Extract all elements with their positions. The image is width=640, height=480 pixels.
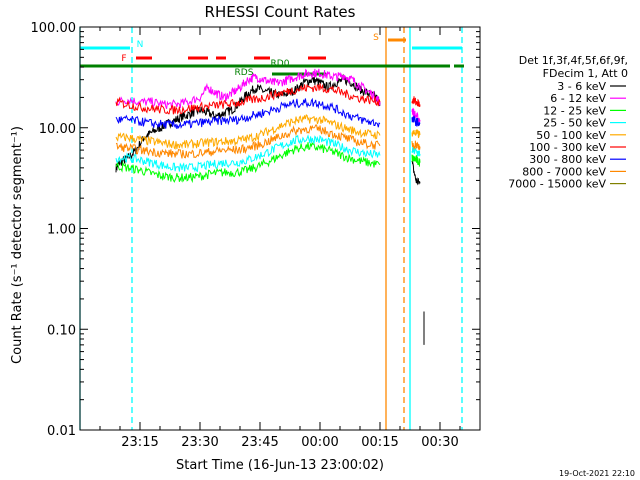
x-tick-label-4: 00:15 bbox=[361, 435, 398, 450]
x-tick-label-5: 00:30 bbox=[421, 435, 458, 450]
y-tick-label-4: 100.00 bbox=[31, 21, 77, 36]
flag-label-s: S bbox=[373, 33, 379, 43]
legend-entry-8: 7000 - 15000 keV bbox=[508, 178, 606, 191]
legend-entry-1: 6 - 12 keV bbox=[550, 92, 606, 105]
legend-entry-0: 3 - 6 keV bbox=[557, 80, 606, 93]
series-12-25-kev-line bbox=[115, 142, 381, 184]
axes: 0.01 0.10 1.00 10.00 100.00 23:15 23:30 23:45 00… bbox=[31, 21, 481, 450]
x-tick-label-0: 23:15 bbox=[121, 435, 158, 450]
legend-header-line-0: Det 1f,3f,4f,5f,6f,9f, bbox=[519, 54, 628, 67]
series-25-50-kev-line-after-gap bbox=[411, 146, 421, 158]
x-axis-label: Start Time (16-Jun-13 23:00:02) bbox=[176, 458, 384, 473]
x-tick-label-2: 23:45 bbox=[241, 435, 278, 450]
series-3-6-kev-line-after-gap bbox=[411, 160, 421, 186]
series-6-12-kev-line bbox=[115, 68, 381, 109]
legend-entry-3: 25 - 50 keV bbox=[543, 117, 606, 130]
series-300-800-kev-line-after-gap bbox=[411, 114, 421, 127]
series-25-50-kev-line bbox=[115, 134, 381, 173]
legend-entry-4: 50 - 100 keV bbox=[536, 129, 606, 142]
y-axis-label: Count Rate (s⁻¹ detector segment⁻¹) bbox=[10, 126, 25, 364]
plot-frame bbox=[79, 26, 481, 431]
legend-entry-5: 100 - 300 keV bbox=[529, 141, 606, 154]
series-3-6-kev-line bbox=[115, 73, 381, 173]
flag-label-f: F bbox=[121, 54, 126, 64]
footer-date: 19-Oct-2021 22:10 bbox=[559, 469, 635, 478]
series-6-12-kev-line-after-gap bbox=[411, 107, 421, 123]
y-tick-label-3: 10.00 bbox=[39, 122, 76, 137]
legend-entry-6: 300 - 800 keV bbox=[529, 153, 606, 166]
series-300-800-kev-line bbox=[115, 97, 381, 130]
series-12-25-kev-line-after-gap bbox=[411, 154, 421, 167]
legend-entry-2: 12 - 25 keV bbox=[543, 104, 606, 117]
x-tick-label-3: 00:00 bbox=[301, 435, 338, 450]
series-100-300-kev-line bbox=[115, 83, 381, 115]
legend: Det 1f,3f,4f,5f,6f,9f,FDecim 1, Att 03 -… bbox=[508, 54, 628, 191]
series-50-100-kev-line-after-gap bbox=[411, 129, 421, 139]
x-tick-label-1: 23:30 bbox=[181, 435, 218, 450]
y-tick-label-2: 1.00 bbox=[47, 223, 76, 238]
series-50-100-kev-line bbox=[115, 114, 381, 150]
flag-label-rd0: RD0 bbox=[271, 59, 290, 69]
series-100-300-kev-line-after-gap bbox=[411, 96, 421, 107]
legend-header-line-1: FDecim 1, Att 0 bbox=[543, 67, 628, 80]
legend-entry-7: 800 - 7000 keV bbox=[522, 165, 606, 178]
y-tick-label-1: 0.10 bbox=[47, 323, 76, 338]
flag-label-n: N bbox=[137, 40, 144, 50]
series-800-7000-kev-line bbox=[115, 124, 381, 159]
plot-area: N F S RD0 RDS bbox=[79, 27, 464, 430]
flag-label-rds: RDS bbox=[235, 68, 254, 78]
y-tick-label-0: 0.01 bbox=[47, 424, 76, 439]
chart-title: RHESSI Count Rates bbox=[205, 3, 356, 21]
series-800-7000-kev-line-after-gap bbox=[411, 140, 421, 151]
